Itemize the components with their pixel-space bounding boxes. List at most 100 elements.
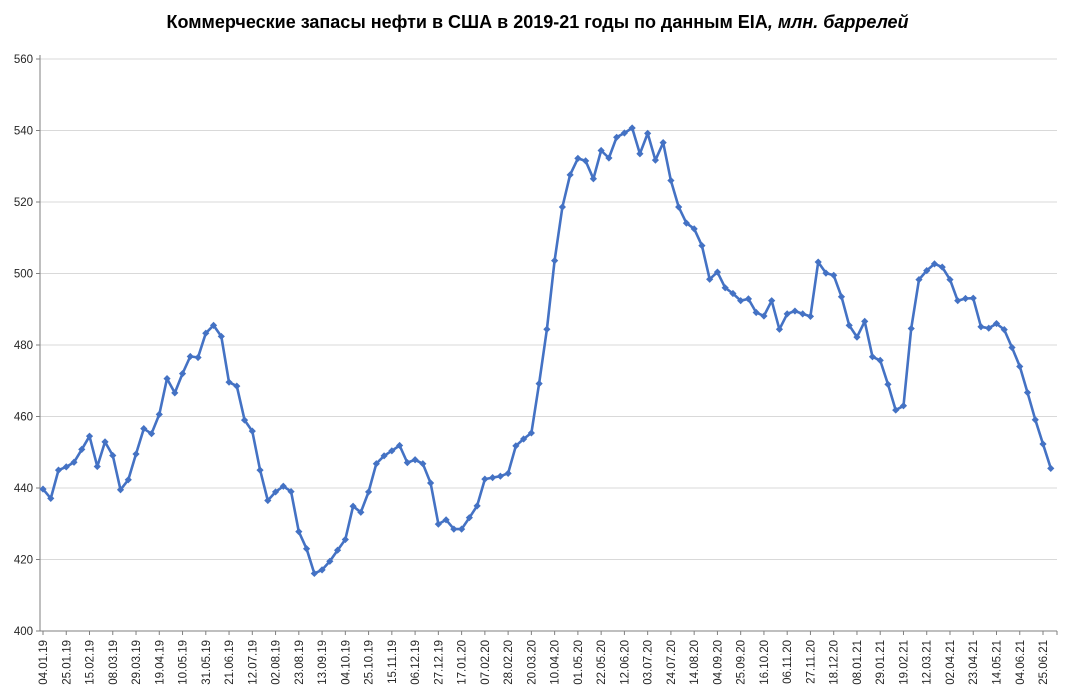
data-point-marker [155, 410, 163, 418]
x-tick-label: 10.04.20 [550, 640, 562, 685]
data-point-marker [659, 139, 667, 147]
data-point-marker [822, 269, 830, 277]
data-point-marker [403, 459, 411, 467]
data-point-marker [380, 452, 388, 460]
x-tick-label: 31.05.19 [201, 640, 213, 685]
data-line [41, 126, 1053, 575]
data-point-marker [985, 324, 993, 332]
data-point-marker [768, 297, 776, 305]
data-point-marker [954, 297, 962, 305]
x-tick-label: 16.10.20 [759, 640, 771, 685]
data-point-marker [310, 569, 318, 578]
x-tick-label: 06.12.19 [410, 640, 422, 685]
x-tick-label: 15.11.19 [387, 640, 399, 684]
data-point-marker [388, 447, 396, 455]
data-point-marker [861, 317, 869, 326]
x-tick-label: 08.03.19 [108, 640, 120, 685]
data-point-marker [434, 520, 442, 528]
y-tick-label: 460 [14, 412, 33, 424]
data-point-marker [85, 432, 94, 440]
x-tick-label: 28.02.20 [503, 640, 515, 685]
data-point-marker [186, 352, 194, 361]
data-point-marker [589, 175, 597, 183]
x-tick-label: 12.07.19 [247, 640, 259, 685]
data-point-marker [992, 319, 1001, 328]
data-point-marker [946, 275, 954, 284]
data-point-marker [721, 284, 729, 292]
data-point-marker [729, 289, 737, 298]
data-point-marker [109, 451, 117, 460]
data-point-marker [326, 557, 334, 565]
data-point-marker [372, 460, 380, 468]
data-point-marker [1023, 388, 1032, 397]
data-point-marker [39, 485, 47, 493]
data-point-marker [892, 406, 900, 414]
y-tick-label: 500 [14, 269, 33, 281]
data-point-marker [527, 429, 535, 437]
data-point-marker [318, 566, 326, 574]
data-point-marker [574, 154, 582, 162]
data-point-marker [806, 312, 815, 320]
data-point-marker [147, 430, 156, 438]
chart-title-suffix: , млн. баррелей [767, 12, 909, 32]
x-tick-label: 25.10.19 [364, 640, 376, 685]
data-point-marker [357, 508, 365, 516]
y-tick-label: 400 [14, 626, 33, 638]
data-point-marker [582, 157, 590, 165]
data-point-marker [520, 435, 528, 443]
x-tick-label: 19.04.19 [154, 640, 166, 685]
data-point-marker [496, 472, 504, 480]
x-tick-label: 14.05.21 [991, 640, 1003, 685]
data-point-marker [783, 310, 791, 318]
data-point-marker [651, 156, 660, 164]
data-point-marker [349, 502, 357, 510]
data-point-marker [93, 462, 101, 471]
chart-title-main: Коммерческие запасы нефти в США в 2019-2… [166, 12, 768, 32]
y-tick-label: 540 [14, 126, 33, 138]
data-point-marker [915, 275, 923, 284]
x-tick-label: 01.05.20 [573, 640, 585, 685]
data-point-marker [442, 516, 450, 524]
data-point-marker [419, 460, 427, 468]
data-point-marker [737, 297, 745, 305]
data-point-marker [78, 445, 86, 453]
data-point-marker [644, 129, 652, 137]
data-point-marker [760, 312, 768, 320]
data-point-marker [411, 456, 419, 464]
x-tick-label: 07.02.20 [480, 640, 492, 685]
x-tick-label: 25.01.19 [61, 640, 73, 685]
data-point-marker [364, 488, 373, 496]
x-tick-label: 03.07.20 [643, 640, 655, 685]
x-tick-label: 08.01.21 [852, 640, 864, 685]
data-point-marker [256, 466, 264, 474]
x-tick-label: 20.03.20 [526, 640, 538, 685]
data-point-marker [171, 389, 179, 397]
data-point-marker [884, 380, 892, 388]
y-tick-label: 520 [14, 197, 33, 209]
data-point-marker [217, 332, 225, 341]
x-tick-label: 15.02.19 [85, 640, 97, 685]
data-point-marker [458, 525, 466, 533]
data-point-marker [54, 466, 63, 474]
chart-title: Коммерческие запасы нефти в США в 2019-2… [0, 12, 1075, 33]
data-point-marker [636, 150, 644, 158]
data-point-marker [845, 321, 853, 329]
x-tick-label: 24.07.20 [666, 640, 678, 685]
data-point-marker [302, 545, 311, 553]
data-point-marker [690, 225, 698, 233]
y-tick-label: 480 [14, 340, 33, 352]
data-point-marker [698, 242, 706, 250]
data-point-marker [535, 380, 543, 388]
data-point-marker [233, 382, 241, 390]
data-point-marker [1000, 326, 1008, 334]
data-point-marker [667, 176, 675, 185]
x-tick-label: 13.09.19 [317, 640, 329, 685]
data-point-marker [791, 307, 799, 315]
data-point-marker [62, 463, 70, 471]
data-point-marker [473, 502, 481, 510]
data-point-marker [1047, 464, 1055, 472]
data-point-marker [899, 402, 908, 410]
x-tick-label: 21.06.19 [224, 640, 236, 685]
data-point-marker [512, 442, 520, 450]
x-tick-label: 29.03.19 [131, 640, 143, 685]
